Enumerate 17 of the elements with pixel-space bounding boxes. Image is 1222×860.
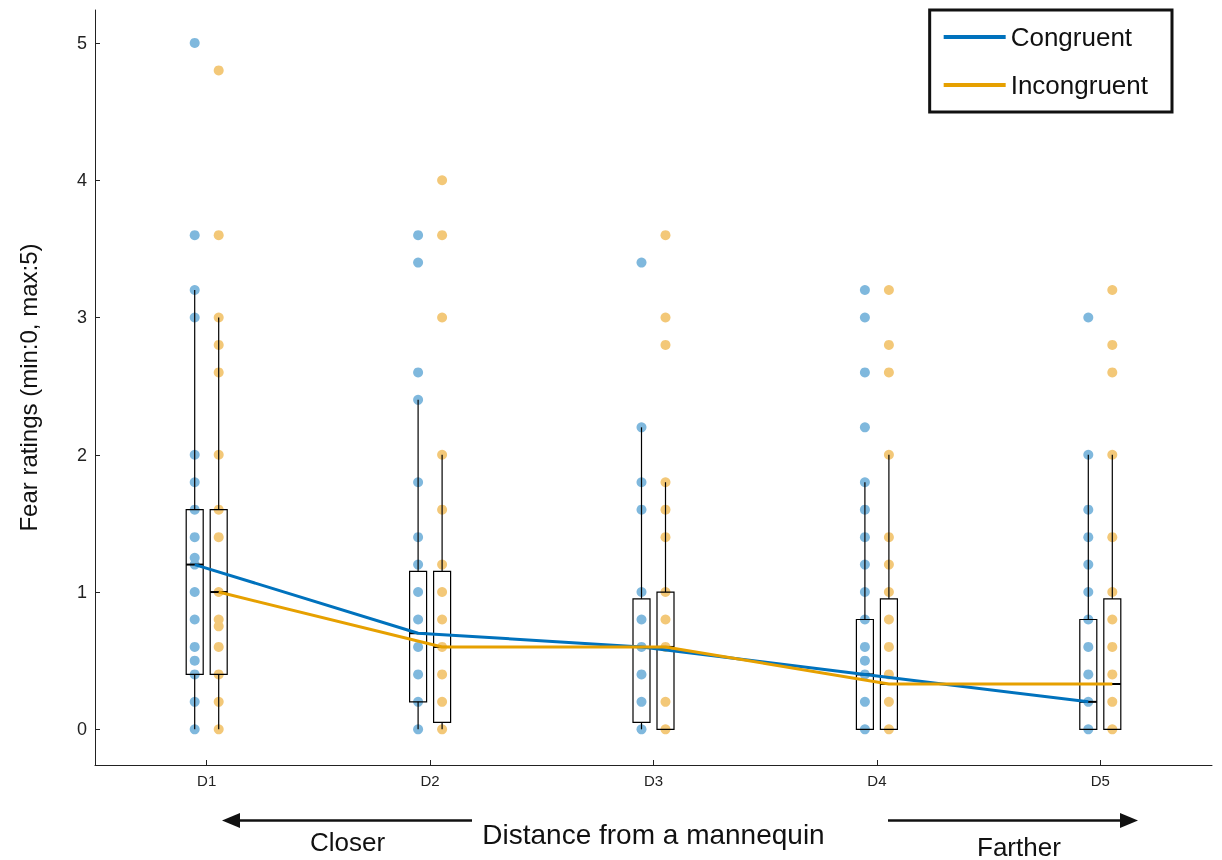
y-tick-label: 0 [76,719,87,740]
y-tick-label: 2 [76,444,87,465]
x-tick-label: D3 [643,772,664,789]
y-tick-label: 3 [76,307,87,328]
y-tick-label: 1 [76,582,87,603]
text: Farther [977,832,1062,860]
y-tick-label: 5 [76,32,87,53]
legend-label: Congruent [1010,22,1133,52]
text: Closer [310,827,386,857]
x-tick-label: D4 [867,772,887,789]
y-axis-title: Fear ratings (min:0, max:5) [14,243,42,532]
x-tick-label: D1 [197,772,217,789]
y-tick-label: 4 [76,170,87,191]
legend-label: Incongruent [1010,70,1149,100]
x-axis-title: Distance from a mannequin [482,818,825,850]
x-tick-label: D2 [420,772,440,789]
x-tick-label: D5 [1090,772,1110,789]
